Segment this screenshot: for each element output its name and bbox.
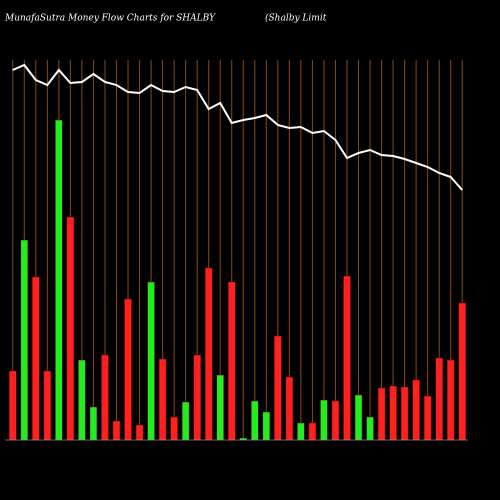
bar (343, 275, 351, 441)
bar (297, 422, 305, 441)
bar (308, 422, 317, 441)
bar (112, 420, 121, 441)
bar (354, 394, 363, 441)
bar (389, 385, 397, 441)
bar (66, 216, 75, 441)
bar (181, 401, 190, 441)
bar (193, 354, 201, 441)
bar (9, 370, 17, 441)
bar (89, 406, 98, 441)
bar (170, 416, 178, 441)
bar (239, 437, 248, 441)
bar (435, 357, 443, 441)
bar (446, 359, 455, 441)
bar (147, 281, 155, 441)
bar (135, 424, 144, 441)
bar (124, 298, 132, 441)
bar (158, 358, 167, 441)
bar (262, 411, 271, 441)
bar (274, 335, 282, 441)
bar (55, 119, 63, 441)
bar (32, 276, 40, 441)
bar (43, 370, 52, 441)
bar (20, 239, 29, 441)
price-line (12, 63, 463, 191)
bar (458, 302, 466, 441)
bar (216, 374, 224, 441)
bar (412, 379, 420, 441)
bar (285, 376, 294, 441)
bar (400, 386, 409, 441)
bar (251, 400, 259, 441)
bar (101, 354, 109, 441)
bar (78, 359, 86, 441)
chart-subtitle: (Shalby Limit (265, 13, 327, 24)
chart-title: MunafaSutra Money Flow Charts for SHALBY (4, 14, 216, 24)
bar (331, 400, 340, 441)
bar (227, 281, 236, 441)
bar (377, 387, 386, 441)
bar (204, 267, 213, 441)
bar (366, 416, 374, 441)
bar (423, 395, 432, 441)
bar (320, 399, 328, 441)
